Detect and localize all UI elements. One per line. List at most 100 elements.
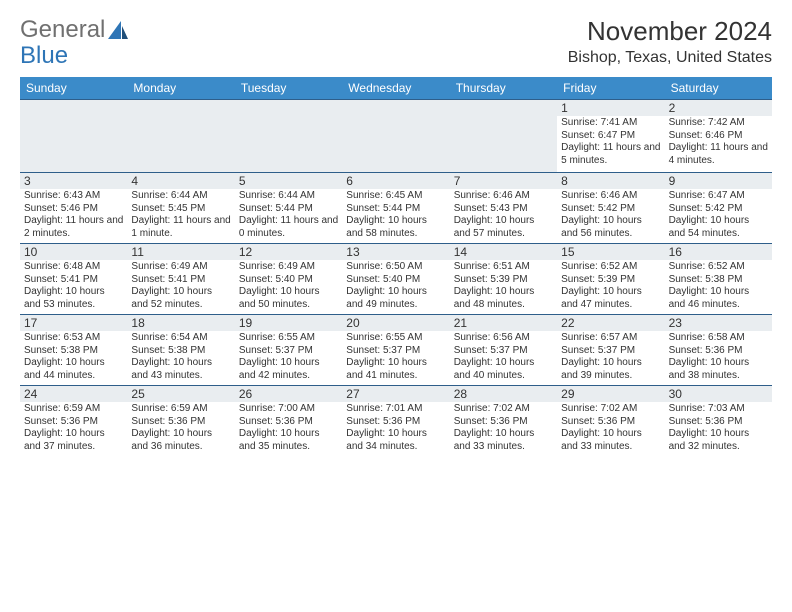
day-cell: 18Sunrise: 6:54 AMSunset: 5:38 PMDayligh…	[127, 314, 234, 385]
day-info: Sunrise: 7:02 AMSunset: 5:36 PMDaylight:…	[557, 402, 664, 456]
dow-header: Saturday	[665, 77, 772, 99]
sunrise-text: Sunrise: 6:53 AM	[24, 332, 123, 345]
day-number: 25	[127, 386, 234, 402]
sunrise-text: Sunrise: 6:46 AM	[454, 190, 553, 203]
daylight-text: Daylight: 10 hours and 37 minutes.	[24, 428, 123, 453]
daylight-text: Daylight: 10 hours and 56 minutes.	[561, 215, 660, 240]
day-info	[127, 116, 234, 172]
day-cell: 27Sunrise: 7:01 AMSunset: 5:36 PMDayligh…	[342, 385, 449, 456]
daylight-text: Daylight: 11 hours and 1 minute.	[131, 215, 230, 240]
sunset-text: Sunset: 5:42 PM	[561, 203, 660, 216]
day-number: 21	[450, 315, 557, 331]
sunrise-text: Sunrise: 6:44 AM	[239, 190, 338, 203]
empty-day-cell	[127, 99, 234, 172]
sunset-text: Sunset: 5:37 PM	[561, 345, 660, 358]
header: General November 2024 Bishop, Texas, Uni…	[20, 16, 772, 67]
day-number: 12	[235, 244, 342, 260]
sunrise-text: Sunrise: 6:52 AM	[561, 261, 660, 274]
sunrise-text: Sunrise: 7:02 AM	[561, 403, 660, 416]
sunrise-text: Sunrise: 6:52 AM	[669, 261, 768, 274]
sunrise-text: Sunrise: 6:44 AM	[131, 190, 230, 203]
empty-day-cell	[20, 99, 127, 172]
day-cell: 1Sunrise: 7:41 AMSunset: 6:47 PMDaylight…	[557, 99, 664, 172]
daylight-text: Daylight: 10 hours and 50 minutes.	[239, 286, 338, 311]
day-info: Sunrise: 6:43 AMSunset: 5:46 PMDaylight:…	[20, 189, 127, 243]
day-cell: 12Sunrise: 6:49 AMSunset: 5:40 PMDayligh…	[235, 243, 342, 314]
daylight-text: Daylight: 11 hours and 5 minutes.	[561, 142, 660, 167]
day-info: Sunrise: 6:49 AMSunset: 5:41 PMDaylight:…	[127, 260, 234, 314]
day-number	[342, 100, 449, 116]
sunrise-text: Sunrise: 6:51 AM	[454, 261, 553, 274]
day-number: 27	[342, 386, 449, 402]
day-number	[235, 100, 342, 116]
day-number: 28	[450, 386, 557, 402]
day-cell: 19Sunrise: 6:55 AMSunset: 5:37 PMDayligh…	[235, 314, 342, 385]
sunset-text: Sunset: 5:37 PM	[239, 345, 338, 358]
day-number: 9	[665, 173, 772, 189]
day-info: Sunrise: 6:55 AMSunset: 5:37 PMDaylight:…	[342, 331, 449, 385]
day-cell: 13Sunrise: 6:50 AMSunset: 5:40 PMDayligh…	[342, 243, 449, 314]
daylight-text: Daylight: 10 hours and 58 minutes.	[346, 215, 445, 240]
sunset-text: Sunset: 5:41 PM	[131, 274, 230, 287]
day-number: 20	[342, 315, 449, 331]
sunset-text: Sunset: 5:41 PM	[24, 274, 123, 287]
day-info: Sunrise: 6:48 AMSunset: 5:41 PMDaylight:…	[20, 260, 127, 314]
sunrise-text: Sunrise: 6:59 AM	[131, 403, 230, 416]
day-info: Sunrise: 6:53 AMSunset: 5:38 PMDaylight:…	[20, 331, 127, 385]
day-cell: 20Sunrise: 6:55 AMSunset: 5:37 PMDayligh…	[342, 314, 449, 385]
day-info: Sunrise: 6:59 AMSunset: 5:36 PMDaylight:…	[127, 402, 234, 456]
day-number	[127, 100, 234, 116]
day-cell: 3Sunrise: 6:43 AMSunset: 5:46 PMDaylight…	[20, 172, 127, 243]
day-info: Sunrise: 6:45 AMSunset: 5:44 PMDaylight:…	[342, 189, 449, 243]
day-cell: 23Sunrise: 6:58 AMSunset: 5:36 PMDayligh…	[665, 314, 772, 385]
day-cell: 17Sunrise: 6:53 AMSunset: 5:38 PMDayligh…	[20, 314, 127, 385]
sunset-text: Sunset: 5:42 PM	[669, 203, 768, 216]
day-number: 4	[127, 173, 234, 189]
sunrise-text: Sunrise: 7:01 AM	[346, 403, 445, 416]
day-cell: 21Sunrise: 6:56 AMSunset: 5:37 PMDayligh…	[450, 314, 557, 385]
day-cell: 7Sunrise: 6:46 AMSunset: 5:43 PMDaylight…	[450, 172, 557, 243]
day-number: 1	[557, 100, 664, 116]
month-title: November 2024	[568, 16, 772, 47]
sunrise-text: Sunrise: 7:41 AM	[561, 117, 660, 130]
logo-text-1: General	[20, 16, 105, 44]
sunrise-text: Sunrise: 6:48 AM	[24, 261, 123, 274]
day-number: 22	[557, 315, 664, 331]
sunset-text: Sunset: 5:40 PM	[239, 274, 338, 287]
day-number: 19	[235, 315, 342, 331]
sunrise-text: Sunrise: 6:54 AM	[131, 332, 230, 345]
empty-day-cell	[342, 99, 449, 172]
daylight-text: Daylight: 10 hours and 36 minutes.	[131, 428, 230, 453]
day-number: 17	[20, 315, 127, 331]
calendar-page: General November 2024 Bishop, Texas, Uni…	[0, 0, 792, 468]
day-number: 30	[665, 386, 772, 402]
day-info: Sunrise: 6:47 AMSunset: 5:42 PMDaylight:…	[665, 189, 772, 243]
day-info	[20, 116, 127, 172]
daylight-text: Daylight: 10 hours and 52 minutes.	[131, 286, 230, 311]
daylight-text: Daylight: 10 hours and 34 minutes.	[346, 428, 445, 453]
daylight-text: Daylight: 11 hours and 0 minutes.	[239, 215, 338, 240]
day-info: Sunrise: 6:50 AMSunset: 5:40 PMDaylight:…	[342, 260, 449, 314]
sunset-text: Sunset: 5:36 PM	[561, 416, 660, 429]
day-info: Sunrise: 6:46 AMSunset: 5:43 PMDaylight:…	[450, 189, 557, 243]
day-number: 29	[557, 386, 664, 402]
day-number: 8	[557, 173, 664, 189]
sunset-text: Sunset: 5:37 PM	[346, 345, 445, 358]
daylight-text: Daylight: 10 hours and 47 minutes.	[561, 286, 660, 311]
day-info	[342, 116, 449, 172]
empty-day-cell	[235, 99, 342, 172]
day-number: 11	[127, 244, 234, 260]
sunrise-text: Sunrise: 6:50 AM	[346, 261, 445, 274]
sunset-text: Sunset: 5:38 PM	[669, 274, 768, 287]
day-number: 5	[235, 173, 342, 189]
daylight-text: Daylight: 10 hours and 33 minutes.	[561, 428, 660, 453]
daylight-text: Daylight: 10 hours and 39 minutes.	[561, 357, 660, 382]
title-block: November 2024 Bishop, Texas, United Stat…	[568, 16, 772, 67]
sunrise-text: Sunrise: 6:55 AM	[239, 332, 338, 345]
daylight-text: Daylight: 10 hours and 53 minutes.	[24, 286, 123, 311]
sunset-text: Sunset: 5:36 PM	[131, 416, 230, 429]
day-number: 24	[20, 386, 127, 402]
sunset-text: Sunset: 6:47 PM	[561, 130, 660, 143]
day-info: Sunrise: 6:54 AMSunset: 5:38 PMDaylight:…	[127, 331, 234, 385]
day-number	[450, 100, 557, 116]
